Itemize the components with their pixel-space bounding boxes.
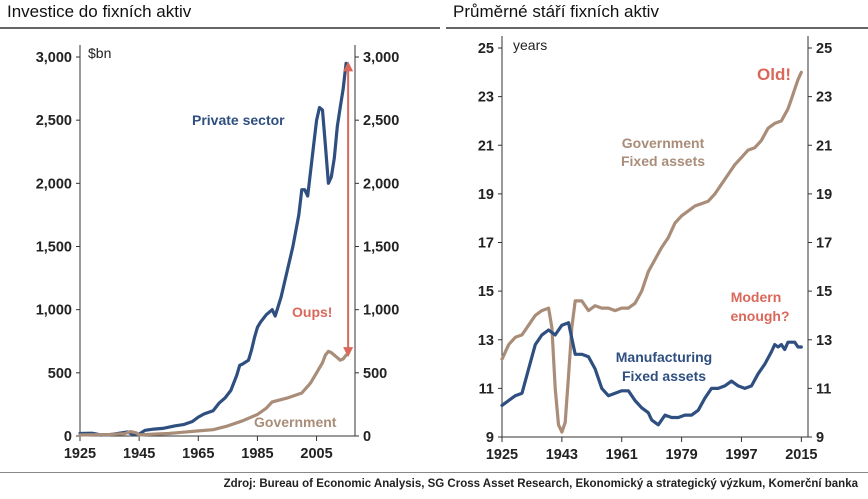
- investment-annotation: Government: [254, 414, 337, 430]
- age-ytick-label-right: 9: [816, 430, 824, 446]
- investment-annotation: Oups!: [292, 304, 332, 320]
- investment-series-line-1: [78, 61, 348, 437]
- age-annotation: Old!: [757, 65, 791, 84]
- investment-ytick-label-left: 2,000: [36, 176, 72, 192]
- age-series-line-1: [500, 70, 803, 434]
- source-divider: [0, 472, 868, 473]
- age-annotation: Manufacturing: [616, 349, 712, 365]
- investment-ytick-label-right: 3,000: [363, 50, 399, 66]
- age-xtick-label: 1925: [486, 447, 518, 463]
- age-ytick-label-left: 25: [478, 41, 494, 57]
- investment-ytick-label-right: 2,500: [363, 113, 399, 129]
- investment-ytick-label-right: 0: [363, 429, 371, 445]
- investment-xtick-label: 1925: [64, 446, 96, 462]
- age-ytick-label-right: 19: [816, 187, 832, 203]
- investment-ytick-label-left: 0: [64, 429, 72, 445]
- investment-ytick-label-left: 500: [48, 366, 72, 382]
- investment-ytick-label-right: 1,000: [363, 303, 399, 319]
- age-ytick-label-left: 23: [478, 90, 494, 106]
- investment-ytick-label-left: 3,000: [36, 50, 72, 66]
- age-annotation: Fixed assets: [622, 368, 706, 384]
- age-ytick-label-left: 13: [478, 333, 494, 349]
- age-ytick-label-right: 23: [816, 90, 832, 106]
- right-title-underline: [446, 27, 868, 29]
- age-ytick-label-right: 25: [816, 41, 832, 57]
- investment-ytick-label-left: 1,000: [36, 303, 72, 319]
- age-ytick-label-right: 13: [816, 333, 832, 349]
- investment-unit-label: $bn: [88, 45, 111, 61]
- investment-ytick-label-right: 2,000: [363, 176, 399, 192]
- gap-arrow-head-top: [343, 61, 354, 72]
- age-ytick-label-right: 15: [816, 284, 832, 300]
- investment-ytick-label-right: 1,500: [363, 240, 399, 256]
- age-xtick-label: 1943: [546, 447, 578, 463]
- age-ytick-label-left: 17: [478, 236, 494, 252]
- age-xtick-label: 2015: [785, 447, 817, 463]
- age-series-line-2: [500, 321, 803, 427]
- age-xtick-label: 1979: [665, 447, 697, 463]
- age-annotation: enough?: [730, 308, 789, 324]
- left-chart-title: Investice do fixních aktiv: [7, 2, 192, 21]
- investment-ytick-label-left: 2,500: [36, 113, 72, 129]
- investment-ytick-label-left: 1,500: [36, 240, 72, 256]
- right-chart-title: Průměrné stáří fixních aktiv: [453, 2, 659, 21]
- age-xtick-label: 1997: [725, 447, 757, 463]
- investment-xtick-label: 1965: [182, 446, 214, 462]
- left-title-underline: [0, 27, 440, 29]
- investment-series-line-2: [78, 349, 348, 437]
- age-ytick-label-right: 11: [816, 381, 831, 397]
- age-xtick-label: 1961: [606, 447, 638, 463]
- investment-xtick-label: 2005: [300, 446, 332, 462]
- age-ytick-label-left: 11: [479, 381, 494, 397]
- source-note: Zdroj: Bureau of Economic Analysis, SG C…: [223, 478, 858, 490]
- age-ytick-label-left: 15: [478, 284, 494, 300]
- investment-xtick-label: 1985: [241, 446, 273, 462]
- gap-arrow-head-bottom: [343, 347, 354, 358]
- age-ytick-label-left: 9: [486, 430, 494, 446]
- age-ytick-label-left: 19: [478, 187, 494, 203]
- age-ytick-label-left: 21: [478, 138, 494, 154]
- age-annotation: Government: [622, 135, 705, 151]
- age-ytick-label-right: 21: [816, 138, 832, 154]
- investment-ytick-label-right: 500: [363, 366, 387, 382]
- age-annotation: Fixed assets: [621, 153, 705, 169]
- investment-annotation: Private sector: [192, 112, 285, 128]
- age-annotation: Modern: [731, 289, 782, 305]
- age-unit-label: years: [513, 37, 547, 53]
- investment-xtick-label: 1945: [123, 446, 155, 462]
- age-ytick-label-right: 17: [816, 236, 832, 252]
